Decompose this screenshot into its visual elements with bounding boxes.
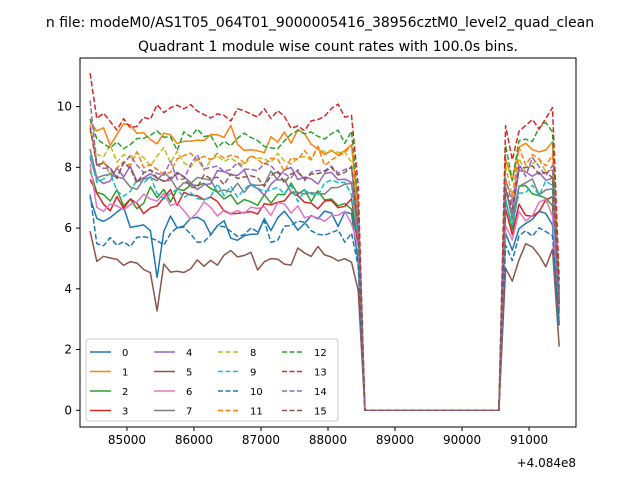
- figure-suptitle: n file: modeM0/AS1T05_064T01_9000005416_…: [46, 15, 594, 31]
- series-line-15: [89, 127, 560, 412]
- legend-label-6: 6: [186, 387, 192, 398]
- legend-label-14: 14: [314, 387, 327, 398]
- series-layer: [89, 73, 560, 412]
- x-offset-label: +4.084e8: [517, 456, 576, 470]
- x-tick-label: 85000: [108, 433, 146, 447]
- x-tick-label: 86000: [175, 433, 213, 447]
- legend-label-1: 1: [122, 368, 128, 379]
- legend-label-13: 13: [314, 368, 327, 379]
- series-line-14: [89, 100, 560, 412]
- legend-label-11: 11: [250, 407, 263, 418]
- y-tick-label: 0: [64, 403, 72, 417]
- series-line-8: [89, 130, 560, 412]
- x-tick-label: 87000: [242, 433, 280, 447]
- x-tick-label: 88000: [309, 433, 347, 447]
- legend-frame: [85, 338, 339, 422]
- y-tick-label: 6: [64, 221, 72, 235]
- legend-label-4: 4: [186, 348, 192, 359]
- legend-label-5: 5: [186, 368, 192, 379]
- y-axis: 0 2 4 6 8 10: [57, 100, 80, 417]
- legend-label-12: 12: [314, 348, 327, 359]
- legend-label-0: 0: [122, 348, 128, 359]
- y-tick-label: 8: [64, 160, 72, 174]
- y-tick-label: 4: [64, 282, 72, 296]
- x-axis: 85000 86000 87000 88000 89000 90000 91000: [108, 427, 548, 447]
- legend-label-15: 15: [314, 407, 327, 418]
- y-tick-label: 2: [64, 343, 72, 357]
- chart-title: Quadrant 1 module wise count rates with …: [138, 39, 518, 55]
- y-tick-label: 10: [57, 100, 72, 114]
- legend-label-10: 10: [250, 387, 263, 398]
- legend-label-9: 9: [250, 368, 256, 379]
- legend-label-7: 7: [186, 407, 192, 418]
- legend-label-8: 8: [250, 348, 256, 359]
- x-tick-label: 89000: [376, 433, 414, 447]
- x-tick-label: 91000: [510, 433, 548, 447]
- x-tick-label: 90000: [443, 433, 481, 447]
- legend-label-2: 2: [122, 387, 128, 398]
- series-line-12: [89, 118, 560, 412]
- legend-label-3: 3: [122, 407, 128, 418]
